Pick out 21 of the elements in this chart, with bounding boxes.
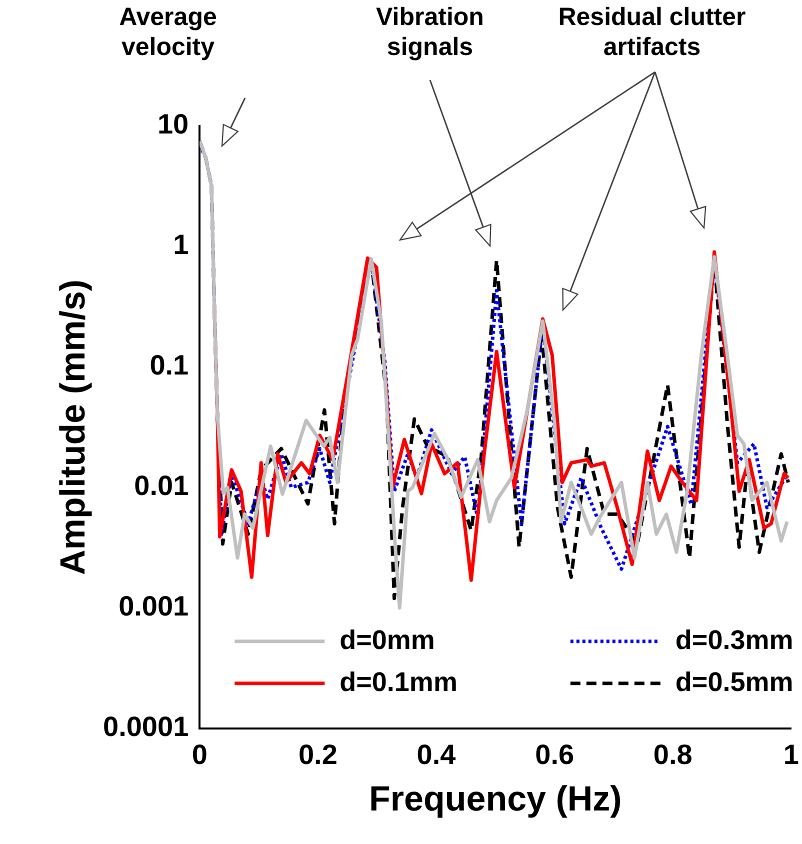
y-axis-title: Amplitude (mm/s) [54, 279, 93, 575]
x-tick-label: 0.6 [535, 738, 574, 770]
legend-label: d=0mm [340, 624, 435, 655]
legend-label: d=0.3mm [675, 624, 794, 655]
x-tick-label: 0 [192, 738, 208, 770]
y-tick-label: 0.0001 [103, 711, 189, 742]
x-tick-label: 0.4 [416, 738, 456, 770]
text: Average velocity [118, 2, 218, 62]
y-tick-label: 0.01 [134, 470, 189, 502]
y-tick-label: 0.1 [150, 350, 189, 381]
legend-label: d=0.5mm [675, 666, 794, 697]
text: Residual clutter artifacts [557, 2, 747, 62]
x-tick-label: 0.2 [298, 738, 338, 770]
legend-label: d=0.1mm [340, 666, 458, 697]
y-tick-label: 0.001 [118, 590, 189, 622]
y-tick-label: 1 [173, 229, 189, 260]
text: Vibration signals [375, 2, 485, 62]
x-tick-label: 1 [783, 738, 800, 770]
y-tick-label: 10 [157, 108, 189, 140]
x-tick-label: 0.8 [653, 738, 692, 770]
x-axis-title: Frequency (Hz) [369, 780, 622, 819]
